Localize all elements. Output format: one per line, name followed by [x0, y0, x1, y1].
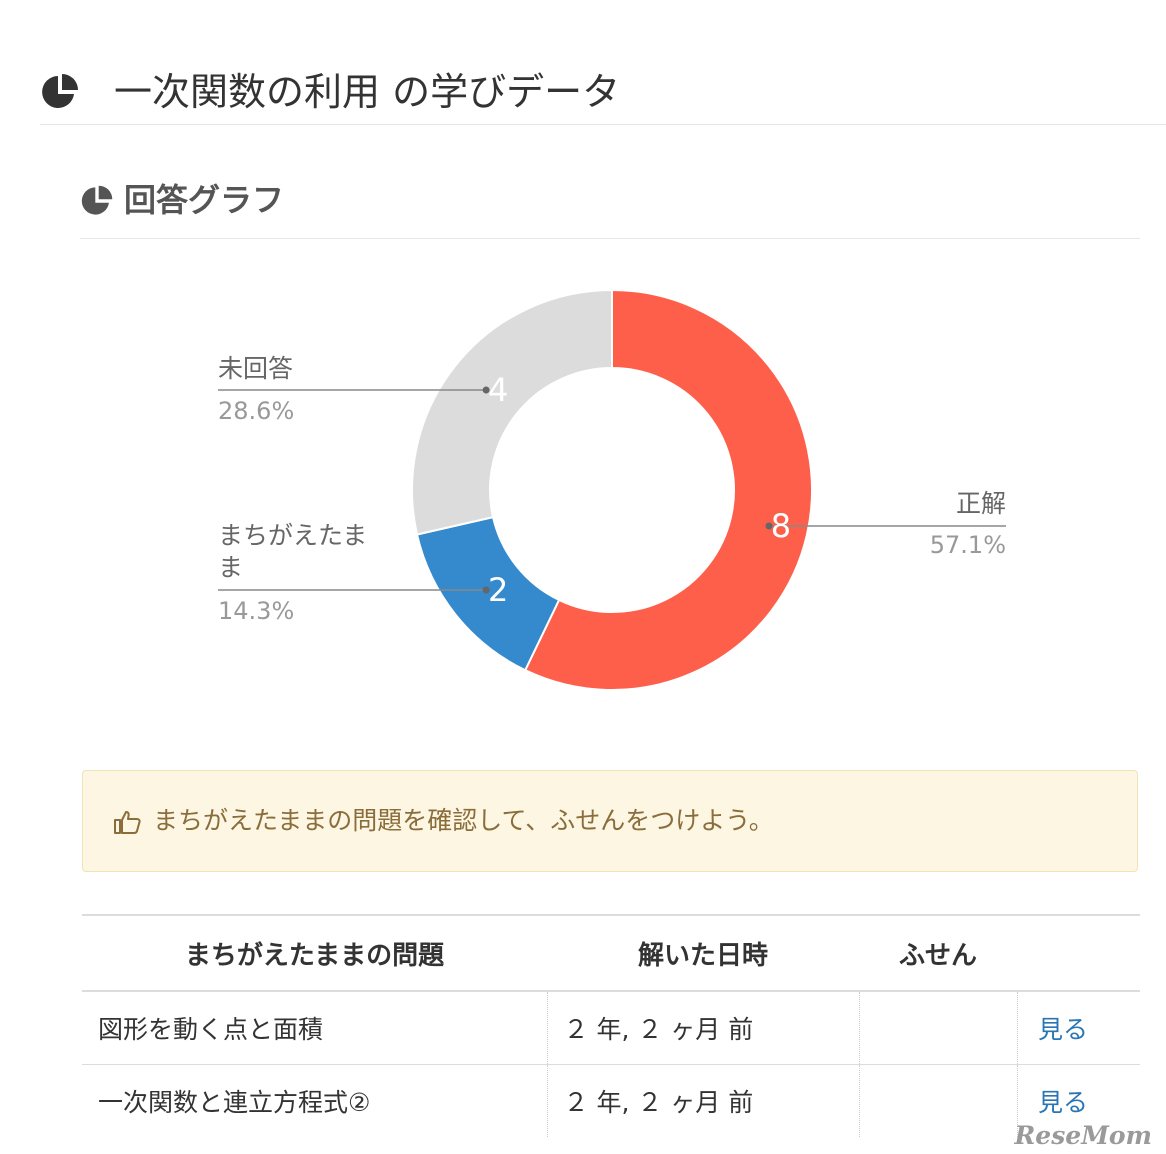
- page-title: 一次関数の利用 の学びデータ: [114, 70, 621, 114]
- donut-slice: [411, 288, 613, 536]
- solved-time: ２ 年, ２ ヶ月 前: [546, 991, 859, 1065]
- view-cell: 見る: [1016, 1064, 1140, 1137]
- column-header-problem: まちがえたままの問題: [82, 914, 547, 992]
- slice-name-label: まちがえたまま: [218, 521, 367, 582]
- column-header-action: [1017, 914, 1140, 992]
- page-header: 一次関数の利用 の学びデータ: [40, 58, 1166, 125]
- section-header: 回答グラフ: [80, 172, 1140, 239]
- slice-value-label: 4: [488, 371, 508, 409]
- problem-name: 一次関数と連立方程式②: [98, 1088, 371, 1117]
- resemom-watermark-logo: ReseMom: [1014, 1121, 1152, 1150]
- pie-chart-icon: [81, 185, 113, 215]
- slice-value-label: 8: [771, 507, 791, 545]
- table-row: 図形を動く点と面積 ２ 年, ２ ヶ月 前 見る: [82, 991, 1140, 1065]
- mistakes-table: まちがえたままの問題 解いた日時 ふせん 図形を動く点と面積 ２ 年, ２ ヶ月…: [82, 914, 1140, 1137]
- view-link[interactable]: 見る: [1037, 1088, 1088, 1117]
- leader-dot: [482, 586, 490, 594]
- pie-chart-icon: [42, 74, 78, 108]
- slice-name-label: 正解: [956, 489, 1006, 518]
- slice-percent-label: 14.3%: [218, 597, 294, 625]
- slice-value-label: 2: [488, 571, 508, 609]
- sticky-note: [858, 991, 1017, 1065]
- problem-name: 図形を動く点と面積: [82, 991, 547, 1065]
- sticky-note: [858, 1064, 1017, 1137]
- solved-time: ２ 年, ２ ヶ月 前: [546, 1064, 859, 1137]
- answer-donut-chart: 8 正解 57.1% 2 まちがえたまま 14.3% 4 未回答 28.6%: [218, 288, 1006, 691]
- view-cell: 見る: [1016, 991, 1140, 1065]
- view-link[interactable]: 見る: [1037, 1015, 1088, 1044]
- table-header-row: まちがえたままの問題 解いた日時 ふせん: [82, 914, 1140, 992]
- slice-name-label: 未回答: [218, 354, 293, 383]
- slice-percent-label: 57.1%: [930, 531, 1006, 559]
- table-row: 一次関数と連立方程式② ２ 年, ２ ヶ月 前 見る: [82, 1064, 1140, 1137]
- hint-alert: まちがえたままの問題を確認して、ふせんをつけよう。: [82, 770, 1138, 872]
- thumbs-up-icon: [114, 811, 141, 834]
- leader-dot: [482, 386, 490, 394]
- section-title: 回答グラフ: [124, 181, 285, 219]
- column-header-sticky: ふせん: [859, 914, 1017, 992]
- column-header-solved-time: 解いた日時: [547, 914, 859, 992]
- leader-dot: [765, 522, 773, 530]
- slice-percent-label: 28.6%: [218, 397, 294, 425]
- donut-slice: [523, 288, 813, 691]
- hint-message: まちがえたままの問題を確認して、ふせんをつけよう。: [153, 806, 774, 835]
